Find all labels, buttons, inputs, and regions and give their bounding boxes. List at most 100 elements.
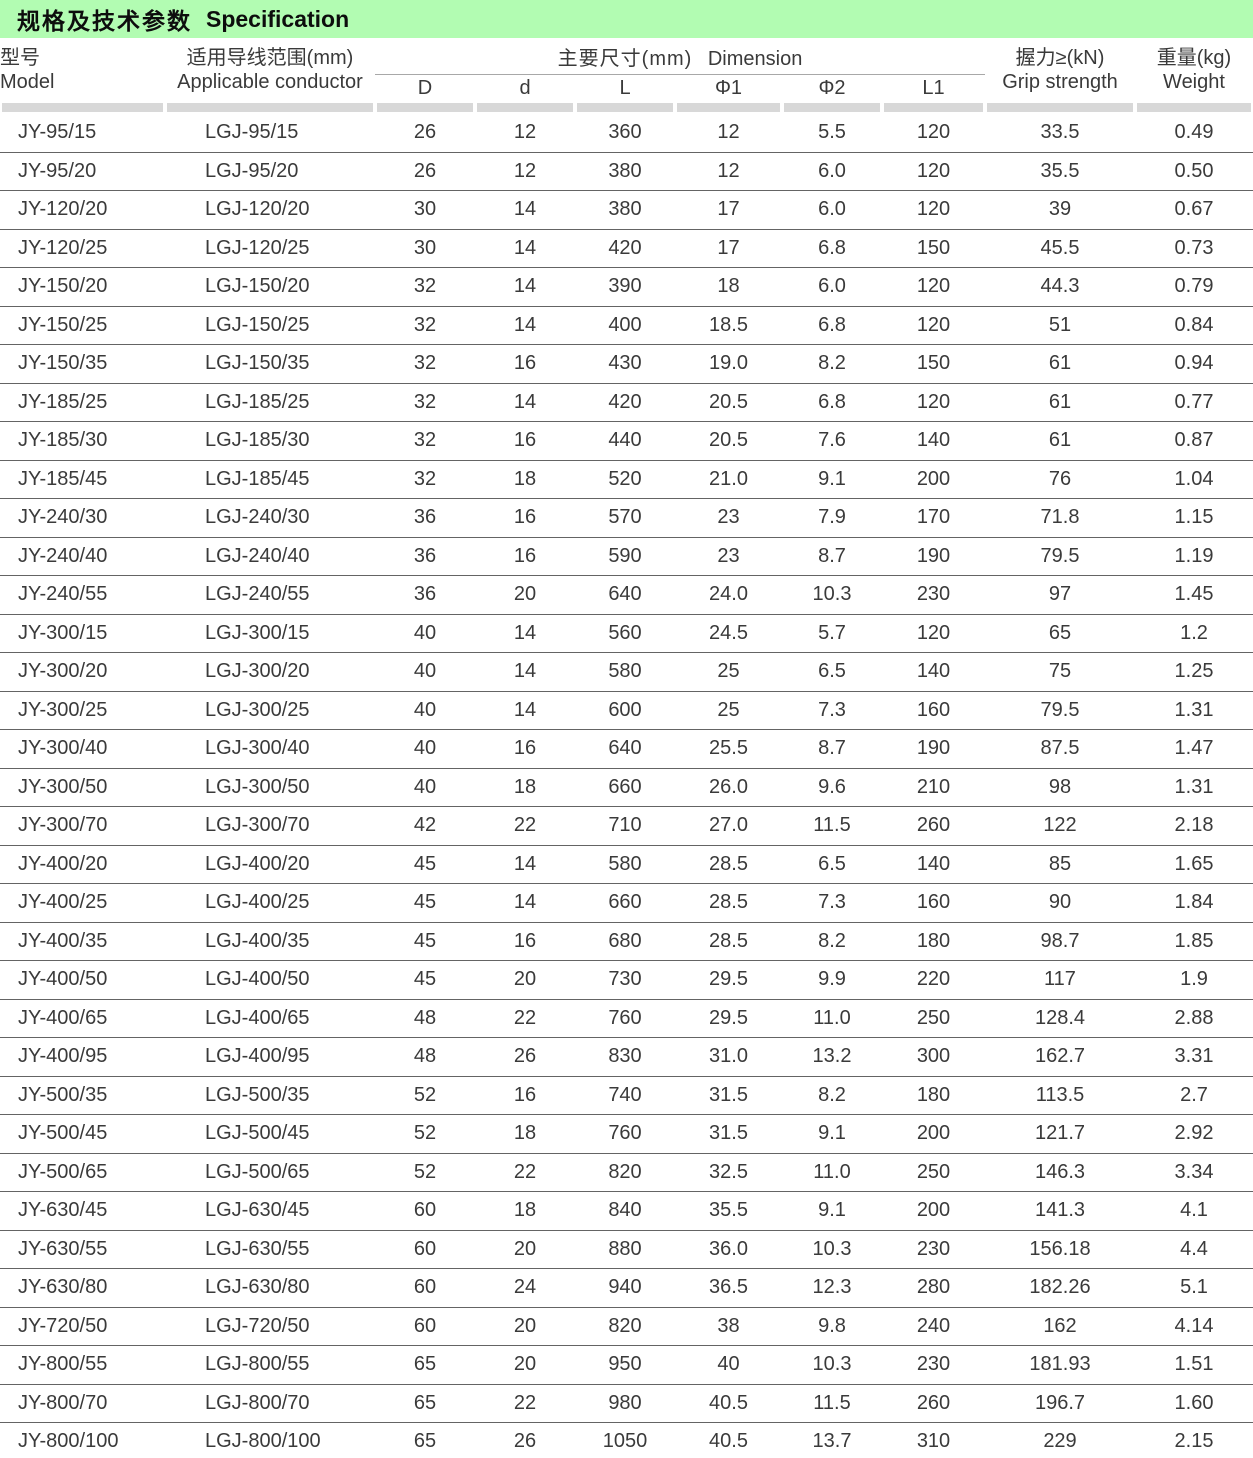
cell-conductor: LGJ-500/65 bbox=[165, 1153, 375, 1192]
cell-d: 16 bbox=[475, 1076, 575, 1115]
cell-model: JY-720/50 bbox=[0, 1307, 165, 1346]
cell-L: 390 bbox=[575, 267, 675, 307]
cell-L: 660 bbox=[575, 768, 675, 807]
cell-L1: 160 bbox=[882, 883, 985, 923]
table-row: JY-120/20 LGJ-120/20 30 14 380 17 6.0 12… bbox=[0, 190, 1253, 230]
cell-L1: 140 bbox=[882, 845, 985, 884]
cell-conductor: LGJ-150/35 bbox=[165, 344, 375, 384]
cell-D: 30 bbox=[375, 229, 475, 268]
cell-D: 45 bbox=[375, 845, 475, 884]
table-row: JY-300/20 LGJ-300/20 40 14 580 25 6.5 14… bbox=[0, 652, 1253, 692]
table-row: JY-240/40 LGJ-240/40 36 16 590 23 8.7 19… bbox=[0, 537, 1253, 576]
cell-D: 52 bbox=[375, 1076, 475, 1115]
cell-grip-strength: 65 bbox=[985, 614, 1135, 653]
col-header-dimension-zh: 主要尺寸(mm) bbox=[557, 48, 693, 70]
cell-L: 420 bbox=[575, 229, 675, 268]
col-header-phi1: Φ1 bbox=[714, 76, 743, 99]
cell-model: JY-400/35 bbox=[0, 922, 165, 961]
cell-weight: 1.31 bbox=[1135, 691, 1253, 730]
cell-model: JY-185/30 bbox=[0, 421, 165, 461]
cell-D: 45 bbox=[375, 922, 475, 961]
cell-phi1: 20.5 bbox=[675, 383, 782, 422]
cell-L: 400 bbox=[575, 306, 675, 345]
table-row: JY-500/35 LGJ-500/35 52 16 740 31.5 8.2 … bbox=[0, 1076, 1253, 1115]
col-header-D: D bbox=[417, 76, 433, 99]
spec-table-body: JY-95/15 LGJ-95/15 26 12 360 12 5.5 120 … bbox=[0, 114, 1253, 1458]
cell-weight: 3.34 bbox=[1135, 1153, 1253, 1192]
cell-d: 20 bbox=[475, 960, 575, 1000]
cell-L: 710 bbox=[575, 806, 675, 846]
cell-grip-strength: 85 bbox=[985, 845, 1135, 884]
table-row: JY-185/25 LGJ-185/25 32 14 420 20.5 6.8 … bbox=[0, 383, 1253, 422]
cell-grip-strength: 39 bbox=[985, 190, 1135, 230]
col-header-grip-en: Grip strength bbox=[1002, 70, 1118, 93]
cell-conductor: LGJ-95/20 bbox=[165, 152, 375, 191]
cell-conductor: LGJ-240/40 bbox=[165, 537, 375, 576]
cell-conductor: LGJ-400/95 bbox=[165, 1037, 375, 1077]
table-row: JY-300/40 LGJ-300/40 40 16 640 25.5 8.7 … bbox=[0, 729, 1253, 769]
cell-L1: 160 bbox=[882, 691, 985, 730]
table-row: JY-800/70 LGJ-800/70 65 22 980 40.5 11.5… bbox=[0, 1384, 1253, 1423]
cell-D: 32 bbox=[375, 383, 475, 422]
cell-L: 660 bbox=[575, 883, 675, 923]
cell-d: 24 bbox=[475, 1268, 575, 1308]
cell-model: JY-500/65 bbox=[0, 1153, 165, 1192]
cell-conductor: LGJ-400/25 bbox=[165, 883, 375, 923]
col-header-conductor: 适用导线范围(mm) Applicable conductor bbox=[165, 38, 375, 101]
cell-weight: 0.77 bbox=[1135, 383, 1253, 422]
cell-phi2: 7.3 bbox=[782, 883, 882, 923]
cell-D: 48 bbox=[375, 999, 475, 1038]
cell-D: 40 bbox=[375, 691, 475, 730]
cell-phi1: 24.5 bbox=[675, 614, 782, 653]
cell-grip-strength: 162 bbox=[985, 1307, 1135, 1346]
cell-d: 14 bbox=[475, 306, 575, 345]
cell-phi1: 17 bbox=[675, 229, 782, 268]
cell-L1: 250 bbox=[882, 999, 985, 1038]
cell-D: 65 bbox=[375, 1345, 475, 1385]
cell-phi1: 17 bbox=[675, 190, 782, 230]
cell-D: 52 bbox=[375, 1114, 475, 1154]
table-row: JY-95/20 LGJ-95/20 26 12 380 12 6.0 120 … bbox=[0, 152, 1253, 191]
cell-d: 14 bbox=[475, 614, 575, 653]
cell-d: 18 bbox=[475, 768, 575, 807]
cell-model: JY-120/20 bbox=[0, 190, 165, 230]
cell-L1: 300 bbox=[882, 1037, 985, 1077]
cell-phi1: 36.5 bbox=[675, 1268, 782, 1308]
cell-grip-strength: 71.8 bbox=[985, 498, 1135, 538]
cell-phi1: 35.5 bbox=[675, 1191, 782, 1231]
cell-d: 16 bbox=[475, 537, 575, 576]
cell-weight: 3.31 bbox=[1135, 1037, 1253, 1077]
cell-L: 580 bbox=[575, 845, 675, 884]
cell-phi2: 5.5 bbox=[782, 114, 882, 153]
cell-weight: 1.19 bbox=[1135, 537, 1253, 576]
cell-d: 14 bbox=[475, 267, 575, 307]
cell-L: 730 bbox=[575, 960, 675, 1000]
cell-L: 420 bbox=[575, 383, 675, 422]
cell-grip-strength: 229 bbox=[985, 1422, 1135, 1458]
cell-phi2: 11.5 bbox=[782, 1384, 882, 1423]
cell-model: JY-150/35 bbox=[0, 344, 165, 384]
cell-model: JY-630/45 bbox=[0, 1191, 165, 1231]
table-row: JY-95/15 LGJ-95/15 26 12 360 12 5.5 120 … bbox=[0, 114, 1253, 153]
cell-grip-strength: 61 bbox=[985, 383, 1135, 422]
cell-phi1: 40 bbox=[675, 1345, 782, 1385]
cell-grip-strength: 79.5 bbox=[985, 537, 1135, 576]
cell-D: 48 bbox=[375, 1037, 475, 1077]
cell-L: 580 bbox=[575, 652, 675, 692]
cell-weight: 1.47 bbox=[1135, 729, 1253, 769]
cell-conductor: LGJ-300/25 bbox=[165, 691, 375, 730]
cell-L: 830 bbox=[575, 1037, 675, 1077]
cell-grip-strength: 141.3 bbox=[985, 1191, 1135, 1231]
cell-d: 16 bbox=[475, 344, 575, 384]
cell-weight: 1.31 bbox=[1135, 768, 1253, 807]
table-row: JY-400/65 LGJ-400/65 48 22 760 29.5 11.0… bbox=[0, 999, 1253, 1038]
cell-L1: 200 bbox=[882, 460, 985, 499]
cell-model: JY-95/15 bbox=[0, 114, 165, 153]
cell-D: 65 bbox=[375, 1384, 475, 1423]
cell-grip-strength: 87.5 bbox=[985, 729, 1135, 769]
table-row: JY-720/50 LGJ-720/50 60 20 820 38 9.8 24… bbox=[0, 1307, 1253, 1346]
cell-phi2: 8.2 bbox=[782, 922, 882, 961]
cell-conductor: LGJ-400/35 bbox=[165, 922, 375, 961]
cell-phi1: 25 bbox=[675, 691, 782, 730]
cell-grip-strength: 162.7 bbox=[985, 1037, 1135, 1077]
